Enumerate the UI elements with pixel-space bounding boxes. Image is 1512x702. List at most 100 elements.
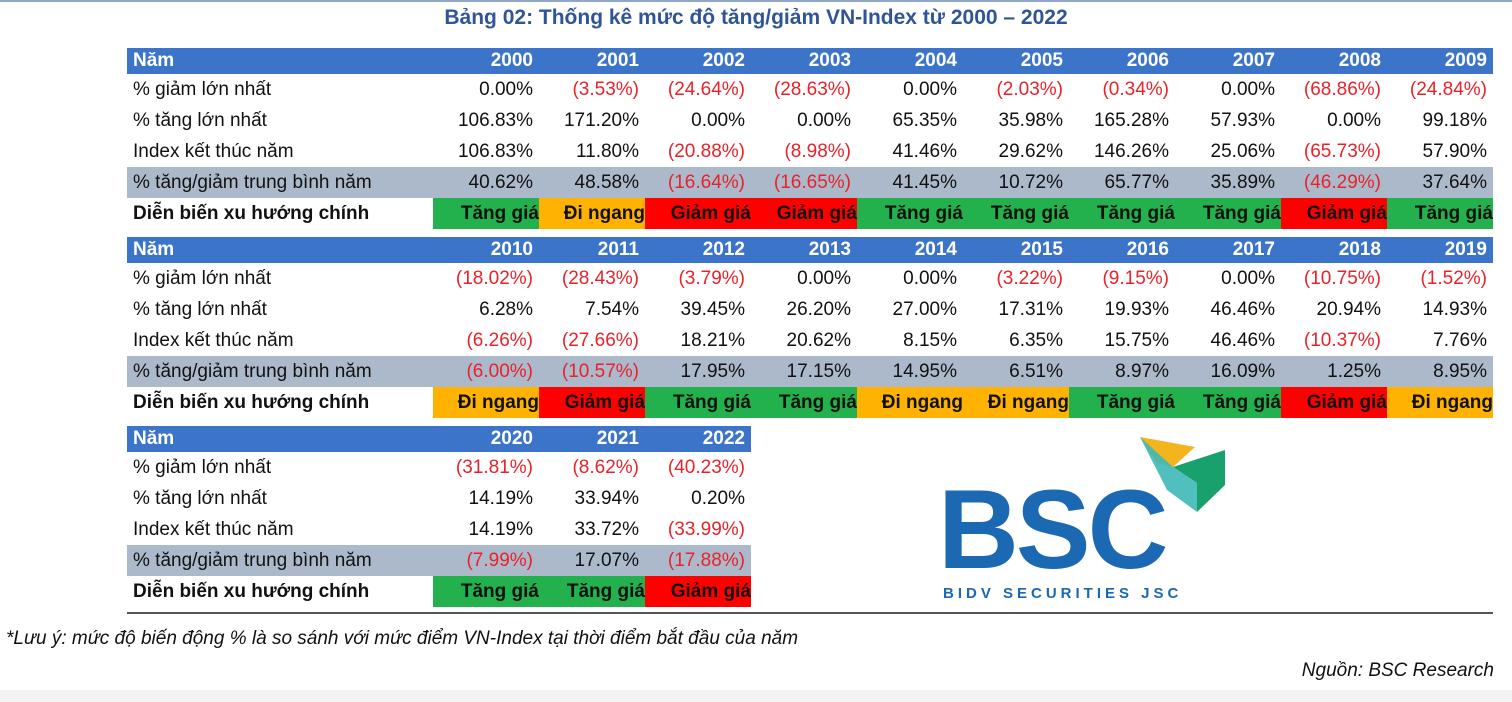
- row-trend: Diễn biến xu hướng chính Tăng giá Tăng giá…: [127, 576, 751, 607]
- value-cell: 39.45%: [680, 298, 745, 320]
- value-cell: 20.62%: [786, 329, 851, 351]
- value-cell: 14.93%: [1422, 298, 1487, 320]
- value-cell: 11.80%: [575, 140, 639, 162]
- value-cell: (16.64%): [645, 167, 751, 198]
- value-cell: 57.93%: [1210, 109, 1275, 131]
- value-cell: 57.90%: [1422, 140, 1487, 162]
- year-header-cell: 2006: [1069, 48, 1175, 74]
- footnote: *Lưu ý: mức độ biến động % là so sánh vớ…: [6, 628, 799, 649]
- value-cell: 35.89%: [1175, 167, 1281, 198]
- bsc-logo: BSC BIDV SECURITIES JSC: [938, 437, 1225, 602]
- value-cell: 65.77%: [1069, 167, 1175, 198]
- value-cell: 106.83%: [457, 109, 533, 131]
- row-label: % tăng lớn nhất: [133, 487, 267, 509]
- row-label: % tăng/giảm trung bình năm: [127, 167, 433, 198]
- value-cell: 17.31%: [998, 298, 1063, 320]
- value-cell: 1.25%: [1281, 356, 1387, 387]
- row-year: Năm 2020 2021 2022: [127, 426, 751, 452]
- value-cell: 8.95%: [1387, 356, 1493, 387]
- year-header-cell: 2001: [539, 48, 645, 74]
- trend-cell: Giảm giá: [1281, 198, 1387, 229]
- year-header-cell: 2009: [1387, 48, 1493, 74]
- row-max-drop: % giảm lớn nhất 0.00% (3.53%) (24.64%) (28.6…: [127, 74, 1493, 105]
- row-trend: Diễn biến xu hướng chính Đi ngang Giảm giá…: [127, 387, 1493, 418]
- year-header-cell: 2000: [433, 48, 539, 74]
- year-header-cell: 2007: [1175, 48, 1281, 74]
- row-max-rise: % tăng lớn nhất 14.19% 33.94% 0.20%: [127, 483, 751, 514]
- row-label: Index kết thúc năm: [133, 518, 294, 540]
- value-cell: 8.15%: [903, 329, 957, 351]
- row-label: Năm: [127, 426, 433, 452]
- row-label: % tăng lớn nhất: [133, 109, 267, 131]
- value-cell: 18.21%: [680, 329, 745, 351]
- value-cell: 10.72%: [963, 167, 1069, 198]
- value-cell: 65.35%: [892, 109, 957, 131]
- page-top-border: [0, 0, 1512, 2]
- trend-cell: Tăng giá: [645, 387, 751, 418]
- value-cell: 6.28%: [479, 298, 533, 320]
- value-cell: 15.75%: [1104, 329, 1169, 351]
- row-label: Diễn biến xu hướng chính: [133, 391, 370, 413]
- trend-cell: Tăng giá: [539, 576, 645, 607]
- row-label: % tăng lớn nhất: [133, 298, 267, 320]
- value-cell: (10.57%): [539, 356, 645, 387]
- trend-cell: Tăng giá: [751, 387, 857, 418]
- value-cell: (24.64%): [667, 78, 745, 100]
- page-bottom-band: [0, 690, 1512, 702]
- row-label: Index kết thúc năm: [133, 140, 294, 162]
- value-cell: (33.99%): [667, 518, 745, 540]
- value-cell: 0.00%: [797, 267, 851, 289]
- value-cell: 0.00%: [1327, 109, 1381, 131]
- value-cell: 35.98%: [998, 109, 1063, 131]
- value-cell: (18.02%): [455, 267, 533, 289]
- year-header-cell: 2022: [645, 426, 751, 452]
- row-year-end: Index kết thúc năm 106.83% 11.80% (20.88%) (…: [127, 136, 1493, 167]
- trend-cell: Đi ngang: [433, 387, 539, 418]
- trend-cell: Giảm giá: [645, 198, 751, 229]
- logo-arrow-teal: [1140, 437, 1197, 512]
- value-cell: 17.15%: [751, 356, 857, 387]
- year-header-cell: 2008: [1281, 48, 1387, 74]
- value-cell: (28.63%): [773, 78, 851, 100]
- value-cell: 14.19%: [468, 487, 533, 509]
- row-label: % tăng/giảm trung bình năm: [127, 356, 433, 387]
- value-cell: (24.84%): [1409, 78, 1487, 100]
- value-cell: 0.00%: [797, 109, 851, 131]
- value-cell: 19.93%: [1104, 298, 1169, 320]
- year-header-cell: 2003: [751, 48, 857, 74]
- value-cell: 6.51%: [963, 356, 1069, 387]
- value-cell: 146.26%: [1093, 140, 1169, 162]
- row-label: % giảm lớn nhất: [133, 456, 272, 478]
- trend-cell: Tăng giá: [433, 576, 539, 607]
- value-cell: 171.20%: [563, 109, 639, 131]
- row-year: Năm 2000 2001 2002 2003 2004 2005 2006 2007 2008 2…: [127, 48, 1493, 74]
- value-cell: 14.19%: [468, 518, 533, 540]
- row-year-end: Index kết thúc năm 14.19% 33.72% (33.99%): [127, 514, 751, 545]
- row-label: Diễn biến xu hướng chính: [133, 202, 370, 224]
- year-header-cell: 2018: [1281, 237, 1387, 263]
- value-cell: (1.52%): [1420, 267, 1487, 289]
- source-credit: Nguồn: BSC Research: [1301, 660, 1494, 681]
- row-max-drop: % giảm lớn nhất (31.81%) (8.62%) (40.23%): [127, 452, 751, 483]
- stats-table-2020-2022: Năm 2020 2021 2022 % giảm lớn nhất (31.81%) (8…: [127, 426, 751, 607]
- value-cell: 165.28%: [1093, 109, 1169, 131]
- value-cell: 14.95%: [857, 356, 963, 387]
- value-cell: 37.64%: [1387, 167, 1493, 198]
- value-cell: 25.06%: [1210, 140, 1275, 162]
- value-cell: 20.94%: [1316, 298, 1381, 320]
- row-average: % tăng/giảm trung bình năm (6.00%) (10.57%…: [127, 356, 1493, 387]
- row-label: Diễn biến xu hướng chính: [133, 580, 370, 602]
- year-header-cell: 2005: [963, 48, 1069, 74]
- row-label: % giảm lớn nhất: [133, 267, 272, 289]
- trend-cell: Tăng giá: [1069, 387, 1175, 418]
- value-cell: (0.34%): [1102, 78, 1169, 100]
- value-cell: 6.35%: [1009, 329, 1063, 351]
- row-max-rise: % tăng lớn nhất 6.28% 7.54% 39.45% 26.20% 27.…: [127, 294, 1493, 325]
- row-year: Năm 2010 2011 2012 2013 2014 2015 2016 2017 2018 2…: [127, 237, 1493, 263]
- value-cell: 17.07%: [539, 545, 645, 576]
- value-cell: (2.03%): [996, 78, 1063, 100]
- trend-cell: Đi ngang: [539, 198, 645, 229]
- trend-cell: Đi ngang: [963, 387, 1069, 418]
- value-cell: 46.46%: [1210, 298, 1275, 320]
- value-cell: (8.62%): [572, 456, 639, 478]
